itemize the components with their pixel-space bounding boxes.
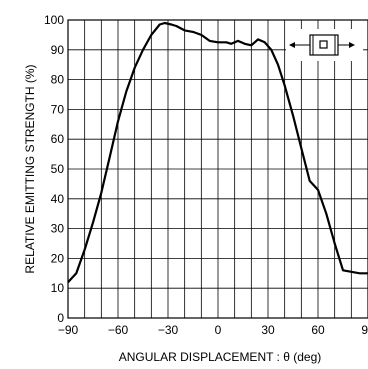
x-axis-label: ANGULAR DISPLACEMENT : θ (deg) (119, 350, 322, 364)
y-tick-label: 50 (51, 162, 65, 176)
y-tick-label: 0 (57, 311, 64, 325)
x-tick-labels: −90 −60 −30 0 30 60 90 (58, 323, 368, 337)
x-tick-label: 90 (361, 323, 368, 337)
x-tick-label: 0 (215, 323, 222, 337)
y-tick-label: 40 (51, 192, 65, 206)
y-tick-label: 100 (44, 13, 64, 27)
x-tick-label: −60 (108, 323, 129, 337)
y-tick-label: 70 (51, 102, 65, 116)
led-package-orientation-icon (286, 29, 363, 61)
series-line (67, 21, 368, 283)
plot-frame (67, 19, 368, 319)
y-tick-label: 20 (51, 251, 65, 265)
y-tick-label: 60 (51, 132, 65, 146)
y-tick-labels: 0 10 20 30 40 50 60 70 80 90 100 (44, 13, 64, 325)
y-tick-label: 30 (51, 222, 65, 236)
x-tick-label: −30 (158, 323, 179, 337)
y-axis-label: RELATIVE EMITTING STRENGTH (%) (23, 64, 37, 273)
y-tick-label: 80 (51, 73, 65, 87)
x-tick-label: −90 (58, 323, 79, 337)
x-tick-label: 30 (261, 323, 275, 337)
y-tick-label: 10 (51, 281, 65, 295)
x-tick-label: 60 (311, 323, 325, 337)
y-tick-label: 90 (51, 43, 65, 57)
grid (68, 20, 368, 318)
